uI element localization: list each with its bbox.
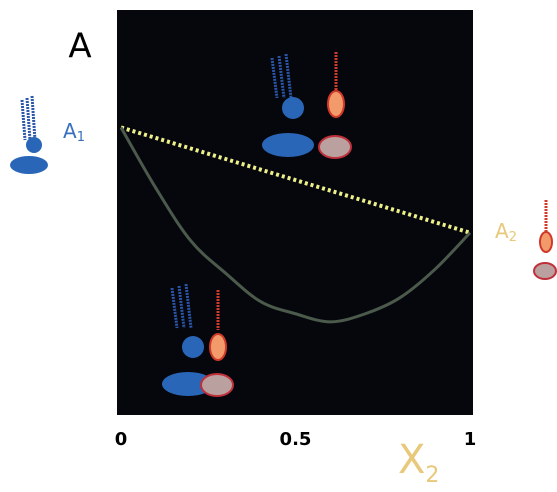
- x-label-subscript: 2: [425, 463, 439, 488]
- panel-label: A: [68, 27, 91, 67]
- x-label: X2: [398, 437, 439, 488]
- x-tick-label: 1: [464, 429, 477, 450]
- annotation-subscript: 1: [77, 130, 85, 145]
- icon-a1: [10, 96, 48, 174]
- annotation-text: A: [495, 219, 509, 243]
- annotation-subscript: 2: [509, 230, 517, 245]
- annotation: A2: [495, 219, 517, 245]
- x-label-text: X: [398, 437, 425, 483]
- icon-a2: [534, 200, 556, 279]
- annotation: A1: [63, 119, 85, 145]
- x-tick-label: 0.5: [280, 429, 312, 450]
- annotation-text: A: [63, 119, 77, 143]
- chart: A 00.51X2A1A2: [0, 0, 557, 492]
- x-tick-label: 0: [115, 429, 128, 450]
